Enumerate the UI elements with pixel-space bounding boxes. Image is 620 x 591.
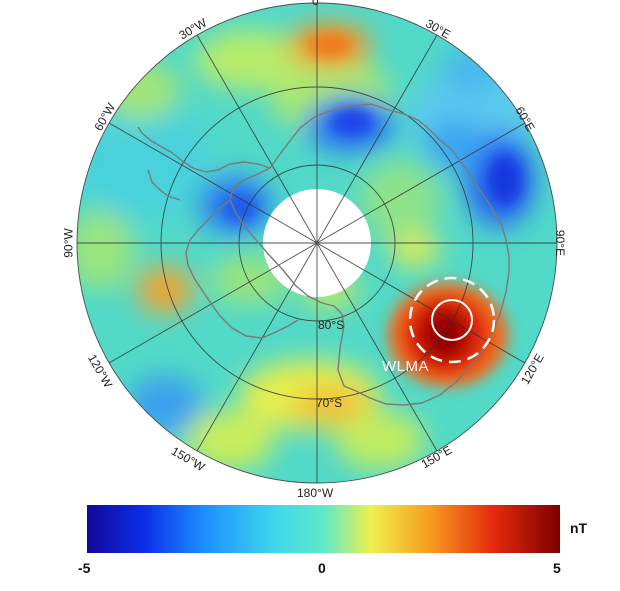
colorbar-min: -5: [78, 560, 91, 576]
wlma-label: WLMA: [382, 358, 429, 375]
colorbar-unit: nT: [570, 520, 588, 536]
graticule: [76, 2, 558, 484]
parallel-label-70s: 70°S: [316, 396, 343, 410]
meridian-label-90w: 90°W: [61, 228, 76, 258]
wlma-markers: [408, 276, 496, 364]
meridian-label-0: 0: [312, 0, 319, 8]
colorbar-mid: 0: [318, 560, 326, 576]
coastline: [137, 103, 510, 406]
colorbar: [87, 505, 560, 553]
meridian-label-180w: 180°W: [297, 486, 334, 500]
colorbar-max: 5: [553, 560, 561, 576]
parallel-label-80s: 80°S: [318, 318, 345, 332]
meridian-label-90e: 90°E: [553, 229, 568, 257]
